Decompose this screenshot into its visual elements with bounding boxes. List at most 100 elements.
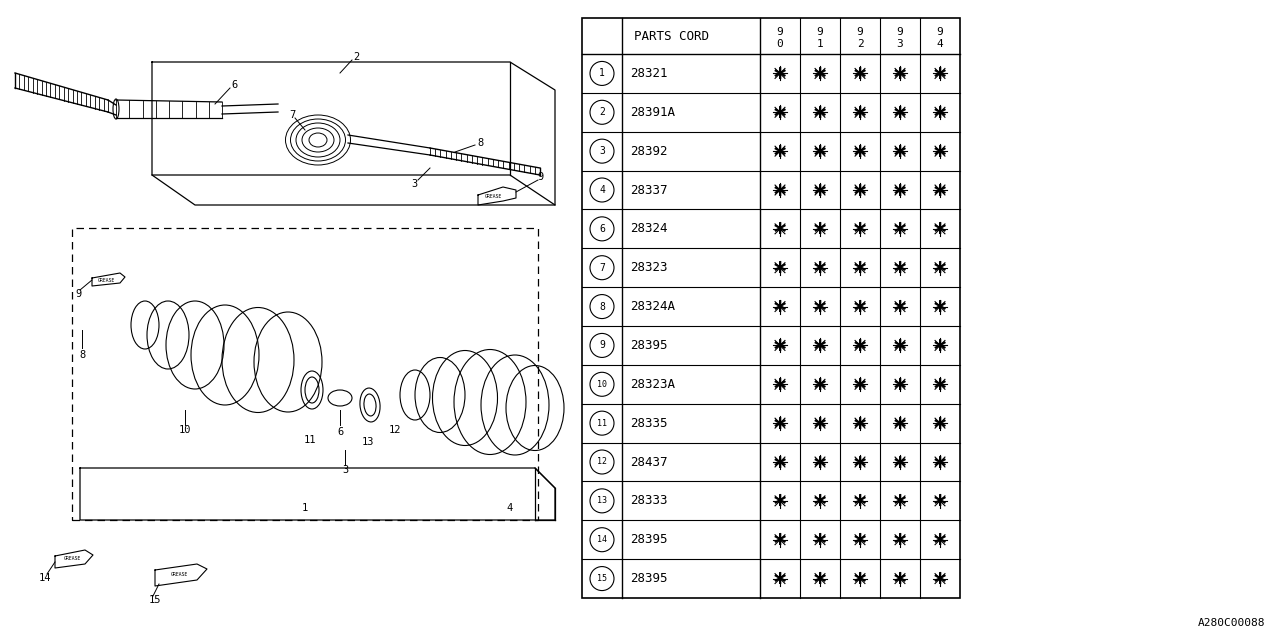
Text: ∗: ∗ — [892, 297, 909, 316]
Text: GREASE: GREASE — [97, 278, 115, 282]
Text: ∗: ∗ — [932, 103, 948, 122]
Text: 2: 2 — [856, 39, 864, 49]
Text: ∗: ∗ — [932, 336, 948, 355]
Text: ∗: ∗ — [932, 220, 948, 238]
Bar — [72, 228, 538, 520]
Text: ∗: ∗ — [932, 64, 948, 83]
Text: ∗: ∗ — [772, 530, 788, 549]
Text: 9: 9 — [817, 27, 823, 36]
Text: 15: 15 — [148, 595, 161, 605]
Text: ∗: ∗ — [851, 336, 868, 355]
Text: ∗: ∗ — [772, 103, 788, 122]
Text: ∗: ∗ — [851, 530, 868, 549]
Text: ∗: ∗ — [892, 336, 909, 355]
Text: GREASE: GREASE — [170, 572, 188, 577]
Text: 8: 8 — [599, 301, 605, 312]
Text: ∗: ∗ — [892, 530, 909, 549]
Text: ∗: ∗ — [892, 375, 909, 394]
Text: ∗: ∗ — [772, 64, 788, 83]
Text: ∗: ∗ — [772, 492, 788, 510]
Text: ∗: ∗ — [892, 64, 909, 83]
Text: ∗: ∗ — [851, 258, 868, 277]
Text: ∗: ∗ — [772, 336, 788, 355]
Text: 28324A: 28324A — [630, 300, 675, 313]
Text: 28333: 28333 — [630, 494, 667, 508]
Text: ∗: ∗ — [851, 141, 868, 161]
Text: ∗: ∗ — [851, 103, 868, 122]
Text: ∗: ∗ — [892, 452, 909, 472]
Text: 28437: 28437 — [630, 456, 667, 468]
Text: ∗: ∗ — [932, 492, 948, 510]
Text: GREASE: GREASE — [484, 193, 502, 198]
Text: ∗: ∗ — [892, 103, 909, 122]
Text: 2: 2 — [599, 108, 605, 117]
Text: 9: 9 — [599, 340, 605, 351]
Text: PARTS CORD: PARTS CORD — [634, 29, 709, 42]
Text: 4: 4 — [507, 503, 513, 513]
Text: ∗: ∗ — [851, 180, 868, 200]
Text: 14: 14 — [596, 535, 607, 544]
Text: 9: 9 — [856, 27, 864, 36]
Text: 1: 1 — [302, 503, 308, 513]
Text: ∗: ∗ — [812, 180, 828, 200]
Text: ∗: ∗ — [892, 180, 909, 200]
Text: ∗: ∗ — [892, 258, 909, 277]
Text: 3: 3 — [342, 465, 348, 475]
Text: ∗: ∗ — [772, 141, 788, 161]
Text: ∗: ∗ — [812, 336, 828, 355]
Text: 1: 1 — [599, 68, 605, 79]
Text: 8: 8 — [477, 138, 483, 148]
Text: 28321: 28321 — [630, 67, 667, 80]
Text: 9: 9 — [538, 172, 544, 182]
Text: 14: 14 — [38, 573, 51, 583]
Text: ∗: ∗ — [932, 297, 948, 316]
Text: 15: 15 — [596, 574, 607, 583]
Text: 8: 8 — [79, 350, 86, 360]
Text: 9: 9 — [74, 289, 81, 299]
Text: ∗: ∗ — [851, 297, 868, 316]
Text: ∗: ∗ — [892, 141, 909, 161]
Text: 2: 2 — [353, 52, 360, 62]
Text: ∗: ∗ — [932, 180, 948, 200]
Text: 6: 6 — [599, 224, 605, 234]
Text: 28335: 28335 — [630, 417, 667, 429]
Text: ∗: ∗ — [812, 452, 828, 472]
Text: 9: 9 — [937, 27, 943, 36]
Text: 28392: 28392 — [630, 145, 667, 157]
Text: ∗: ∗ — [932, 413, 948, 433]
Text: 0: 0 — [777, 39, 783, 49]
Text: ∗: ∗ — [772, 413, 788, 433]
Text: ∗: ∗ — [812, 569, 828, 588]
Text: ∗: ∗ — [772, 220, 788, 238]
Text: 12: 12 — [389, 425, 401, 435]
Text: 12: 12 — [596, 458, 607, 467]
Text: ∗: ∗ — [932, 258, 948, 277]
Text: ∗: ∗ — [851, 64, 868, 83]
Text: ∗: ∗ — [812, 375, 828, 394]
Text: 28323A: 28323A — [630, 378, 675, 391]
Text: 1: 1 — [817, 39, 823, 49]
Text: ∗: ∗ — [812, 64, 828, 83]
Text: ∗: ∗ — [772, 180, 788, 200]
Text: 9: 9 — [777, 27, 783, 36]
Text: ∗: ∗ — [932, 375, 948, 394]
Text: 9: 9 — [896, 27, 904, 36]
Text: 7: 7 — [599, 262, 605, 273]
Text: ∗: ∗ — [932, 569, 948, 588]
Text: ∗: ∗ — [932, 452, 948, 472]
Text: ∗: ∗ — [772, 297, 788, 316]
Text: 3: 3 — [599, 146, 605, 156]
Text: ∗: ∗ — [892, 220, 909, 238]
Text: ∗: ∗ — [772, 452, 788, 472]
Text: ∗: ∗ — [772, 375, 788, 394]
Text: ∗: ∗ — [812, 220, 828, 238]
Text: ∗: ∗ — [851, 375, 868, 394]
Text: 28323: 28323 — [630, 261, 667, 274]
Text: 7: 7 — [289, 110, 296, 120]
Text: ∗: ∗ — [812, 297, 828, 316]
Text: ∗: ∗ — [851, 220, 868, 238]
Text: ∗: ∗ — [812, 492, 828, 510]
Text: ∗: ∗ — [851, 413, 868, 433]
Text: 28391A: 28391A — [630, 106, 675, 119]
Text: 6: 6 — [230, 80, 237, 90]
